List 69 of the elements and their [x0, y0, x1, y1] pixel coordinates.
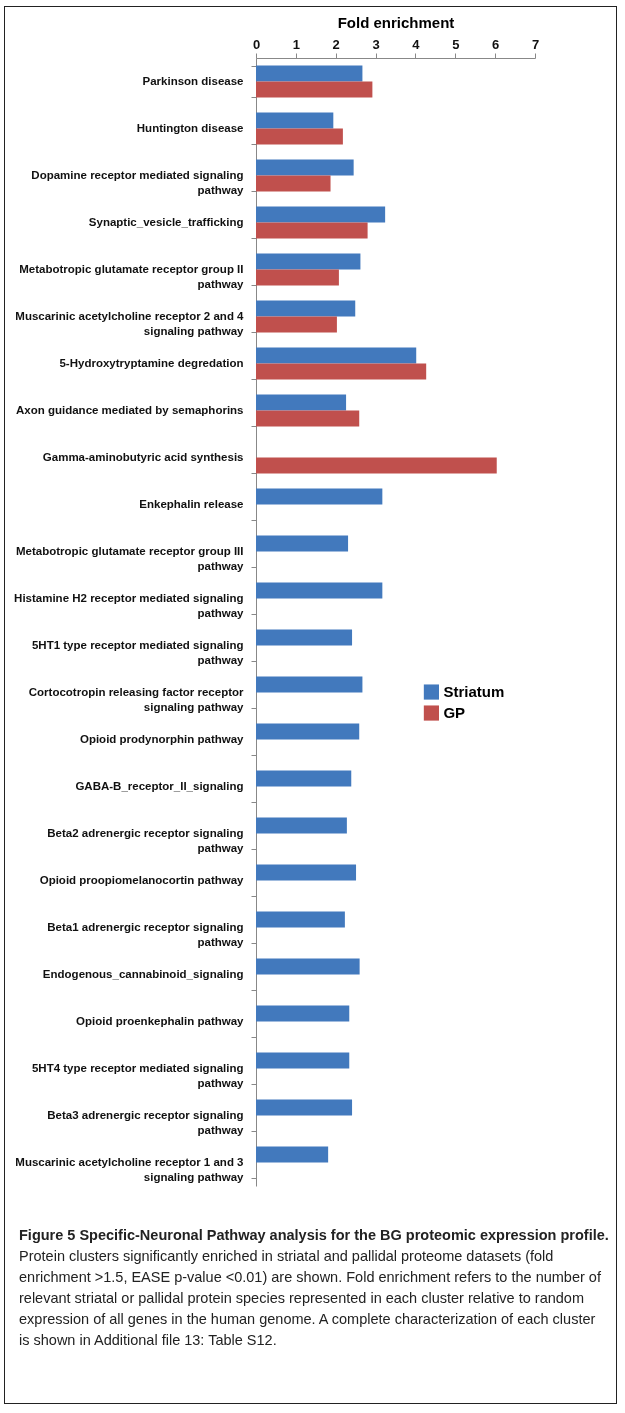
y-tick-label: Parkinson disease — [142, 75, 244, 87]
legend-label: GP — [443, 704, 466, 722]
bar — [256, 222, 368, 239]
y-tick-label: Axon guidance mediated by semaphorins — [16, 404, 244, 416]
y-tick-label: 5HT4 type receptor mediated signaling pathway — [31, 1062, 245, 1089]
caption: Figure 5 Specific-Neuronal Pathway analysis for the BG proteomic expression profile. — [19, 1227, 609, 1243]
y-tick-label: Beta3 adrenergic receptor signaling pathway — [47, 1109, 245, 1136]
y-tick-label: Beta1 adrenergic receptor signaling pathway — [47, 921, 245, 948]
bar — [256, 457, 497, 474]
bar — [256, 958, 360, 975]
y-tick-label: Endogenous_cannabinoid_signaling — [42, 968, 244, 980]
bar — [256, 65, 363, 82]
y-tick-label: Muscarinic acetylcholine receptor 1 and 3 signaling pathway — [15, 1156, 245, 1183]
legend-label: Striatum — [443, 683, 505, 701]
y-tick-label: Cortocotropin releasing factor receptor signaling pathway — [28, 686, 245, 713]
bar — [256, 582, 383, 599]
y-tick-label: GABA-B_receptor_II_signaling — [75, 780, 244, 792]
bar — [256, 676, 363, 693]
bar — [256, 347, 417, 364]
bar — [256, 535, 349, 552]
bar — [256, 175, 331, 192]
bar — [256, 488, 383, 505]
x-tick-label: 2 — [332, 36, 340, 52]
bar — [256, 269, 339, 286]
x-tick-label: 3 — [372, 36, 380, 52]
y-tick-label: Opioid prodynorphin pathway — [79, 733, 245, 745]
bar — [256, 128, 343, 145]
bar — [256, 300, 356, 317]
y-tick-label: Metabotropic glutamate receptor group II pathway — [19, 263, 245, 290]
y-tick-label: 5-Hydroxytryptamine degredation — [59, 357, 244, 369]
y-tick-label: Gamma-aminobutyric acid synthesis — [42, 451, 244, 463]
y-tick-label: Opioid proopiomelanocortin pathway — [39, 874, 245, 886]
x-tick-label: 7 — [531, 36, 540, 52]
bar — [256, 363, 427, 380]
bar — [256, 1099, 353, 1116]
bar — [256, 1052, 350, 1069]
x-tick-label: 1 — [292, 36, 300, 52]
bar — [256, 316, 337, 333]
y-tick-label: Beta2 adrenergic receptor signaling pathway — [47, 827, 245, 854]
text: Protein clusters significantly enriched in striatal and pallidal proteome datasets (fold enrichment >1.5, EASE p-value <0.01) are shown. Fold enrichment refers to the number of relevant striatal or pallidal protein species represented in each cluster relative to random expression of all genes in the human genome. A complete characterization of each cluster is shown in Additional file 13: Table S12. — [19, 1248, 601, 1348]
y-tick-label: Huntington disease — [136, 122, 244, 134]
y-tick-label: Muscarinic acetylcholine receptor 2 and 4 signaling pathway — [15, 310, 245, 337]
bar — [256, 394, 347, 411]
y-tick-label: Histamine H2 receptor mediated signaling pathway — [14, 592, 245, 619]
x-tick-label: 4 — [412, 36, 421, 52]
x-tick-label: 0 — [252, 36, 261, 52]
y-tick-label: 5HT1 type receptor mediated signaling pathway — [31, 639, 245, 666]
bar — [256, 1005, 350, 1022]
x-axis-title: Fold enrichment — [337, 13, 455, 31]
y-tick-label: Opioid proenkephalin pathway — [76, 1015, 245, 1027]
y-tick-label: Enkephalin release — [139, 498, 244, 510]
bar — [256, 81, 373, 98]
bar — [256, 410, 360, 427]
y-tick-label: Synaptic_vesicle_trafficking — [88, 216, 244, 228]
bar — [256, 864, 357, 881]
y-tick-label: Dopamine receptor mediated signaling pathway — [31, 169, 245, 196]
bar — [256, 817, 347, 834]
bar — [256, 770, 352, 787]
bar — [256, 911, 345, 928]
bar — [256, 206, 386, 223]
bar — [256, 629, 353, 646]
bar — [256, 253, 361, 270]
y-tick-label: Metabotropic glutamate receptor group III pathway — [16, 545, 245, 572]
bar — [256, 159, 354, 176]
bar — [256, 723, 360, 740]
x-tick-label: 6 — [492, 36, 500, 52]
bar — [256, 1146, 329, 1163]
bar — [256, 112, 334, 129]
x-tick-label: 5 — [452, 36, 460, 52]
